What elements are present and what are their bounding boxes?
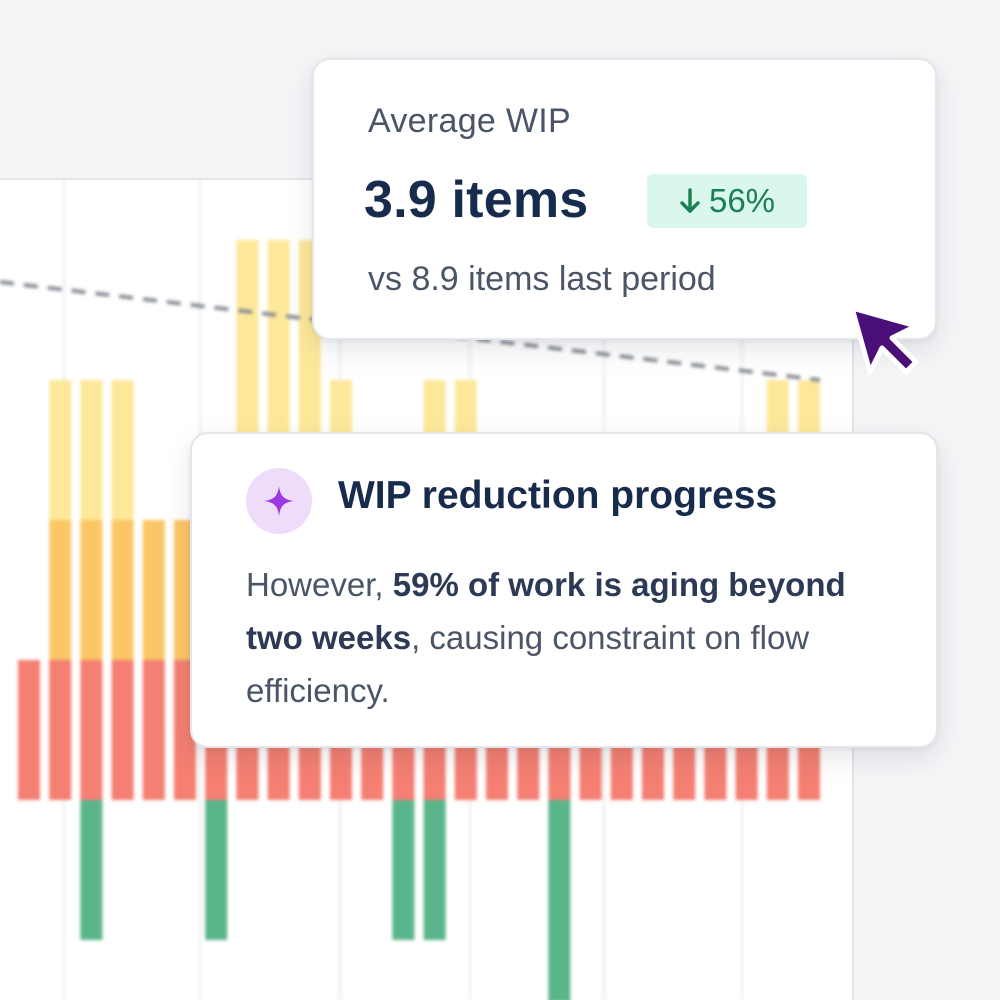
insight-body-highlight: 59% of work is aging beyond two weeks: [246, 566, 846, 656]
mouse-pointer-icon: [849, 305, 919, 375]
insight-body: However, 59% of work is aging beyond two…: [246, 558, 866, 717]
bar-green: [205, 800, 228, 940]
bar-red: [18, 660, 40, 800]
bar-yellow: [111, 380, 134, 520]
bar-green: [423, 800, 446, 940]
bar-orange: [111, 520, 134, 660]
average-wip-value: 3.9 items: [364, 171, 589, 229]
insight-body-prefix: However,: [246, 566, 393, 603]
bar-red: [142, 660, 165, 800]
average-wip-card[interactable]: Average WIP 3.9 items 56% vs 8.9 items l…: [312, 58, 937, 340]
bar-green: [392, 800, 415, 940]
wip-delta-badge: 56%: [647, 174, 807, 228]
insight-body-suffix: , causing constraint on flow efficiency.: [246, 619, 810, 709]
sparkle-icon: [246, 468, 312, 534]
average-wip-label: Average WIP: [368, 102, 571, 140]
bar-red: [80, 660, 103, 800]
bar-red: [49, 660, 72, 800]
bar-red: [111, 660, 134, 800]
bar-orange: [142, 520, 165, 660]
arrow-down-icon: [680, 188, 700, 213]
bar-yellow: [80, 380, 103, 520]
bar-green: [548, 800, 571, 1000]
bar-orange: [80, 520, 103, 660]
bar-green: [80, 800, 103, 940]
bar-orange: [49, 520, 72, 660]
bar-yellow: [49, 380, 72, 520]
wip-insight-card[interactable]: WIP reduction progress However, 59% of w…: [190, 432, 938, 748]
wip-comparison-text: vs 8.9 items last period: [368, 260, 716, 298]
wip-delta-value: 56%: [708, 182, 776, 219]
insight-title: WIP reduction progress: [338, 474, 778, 517]
